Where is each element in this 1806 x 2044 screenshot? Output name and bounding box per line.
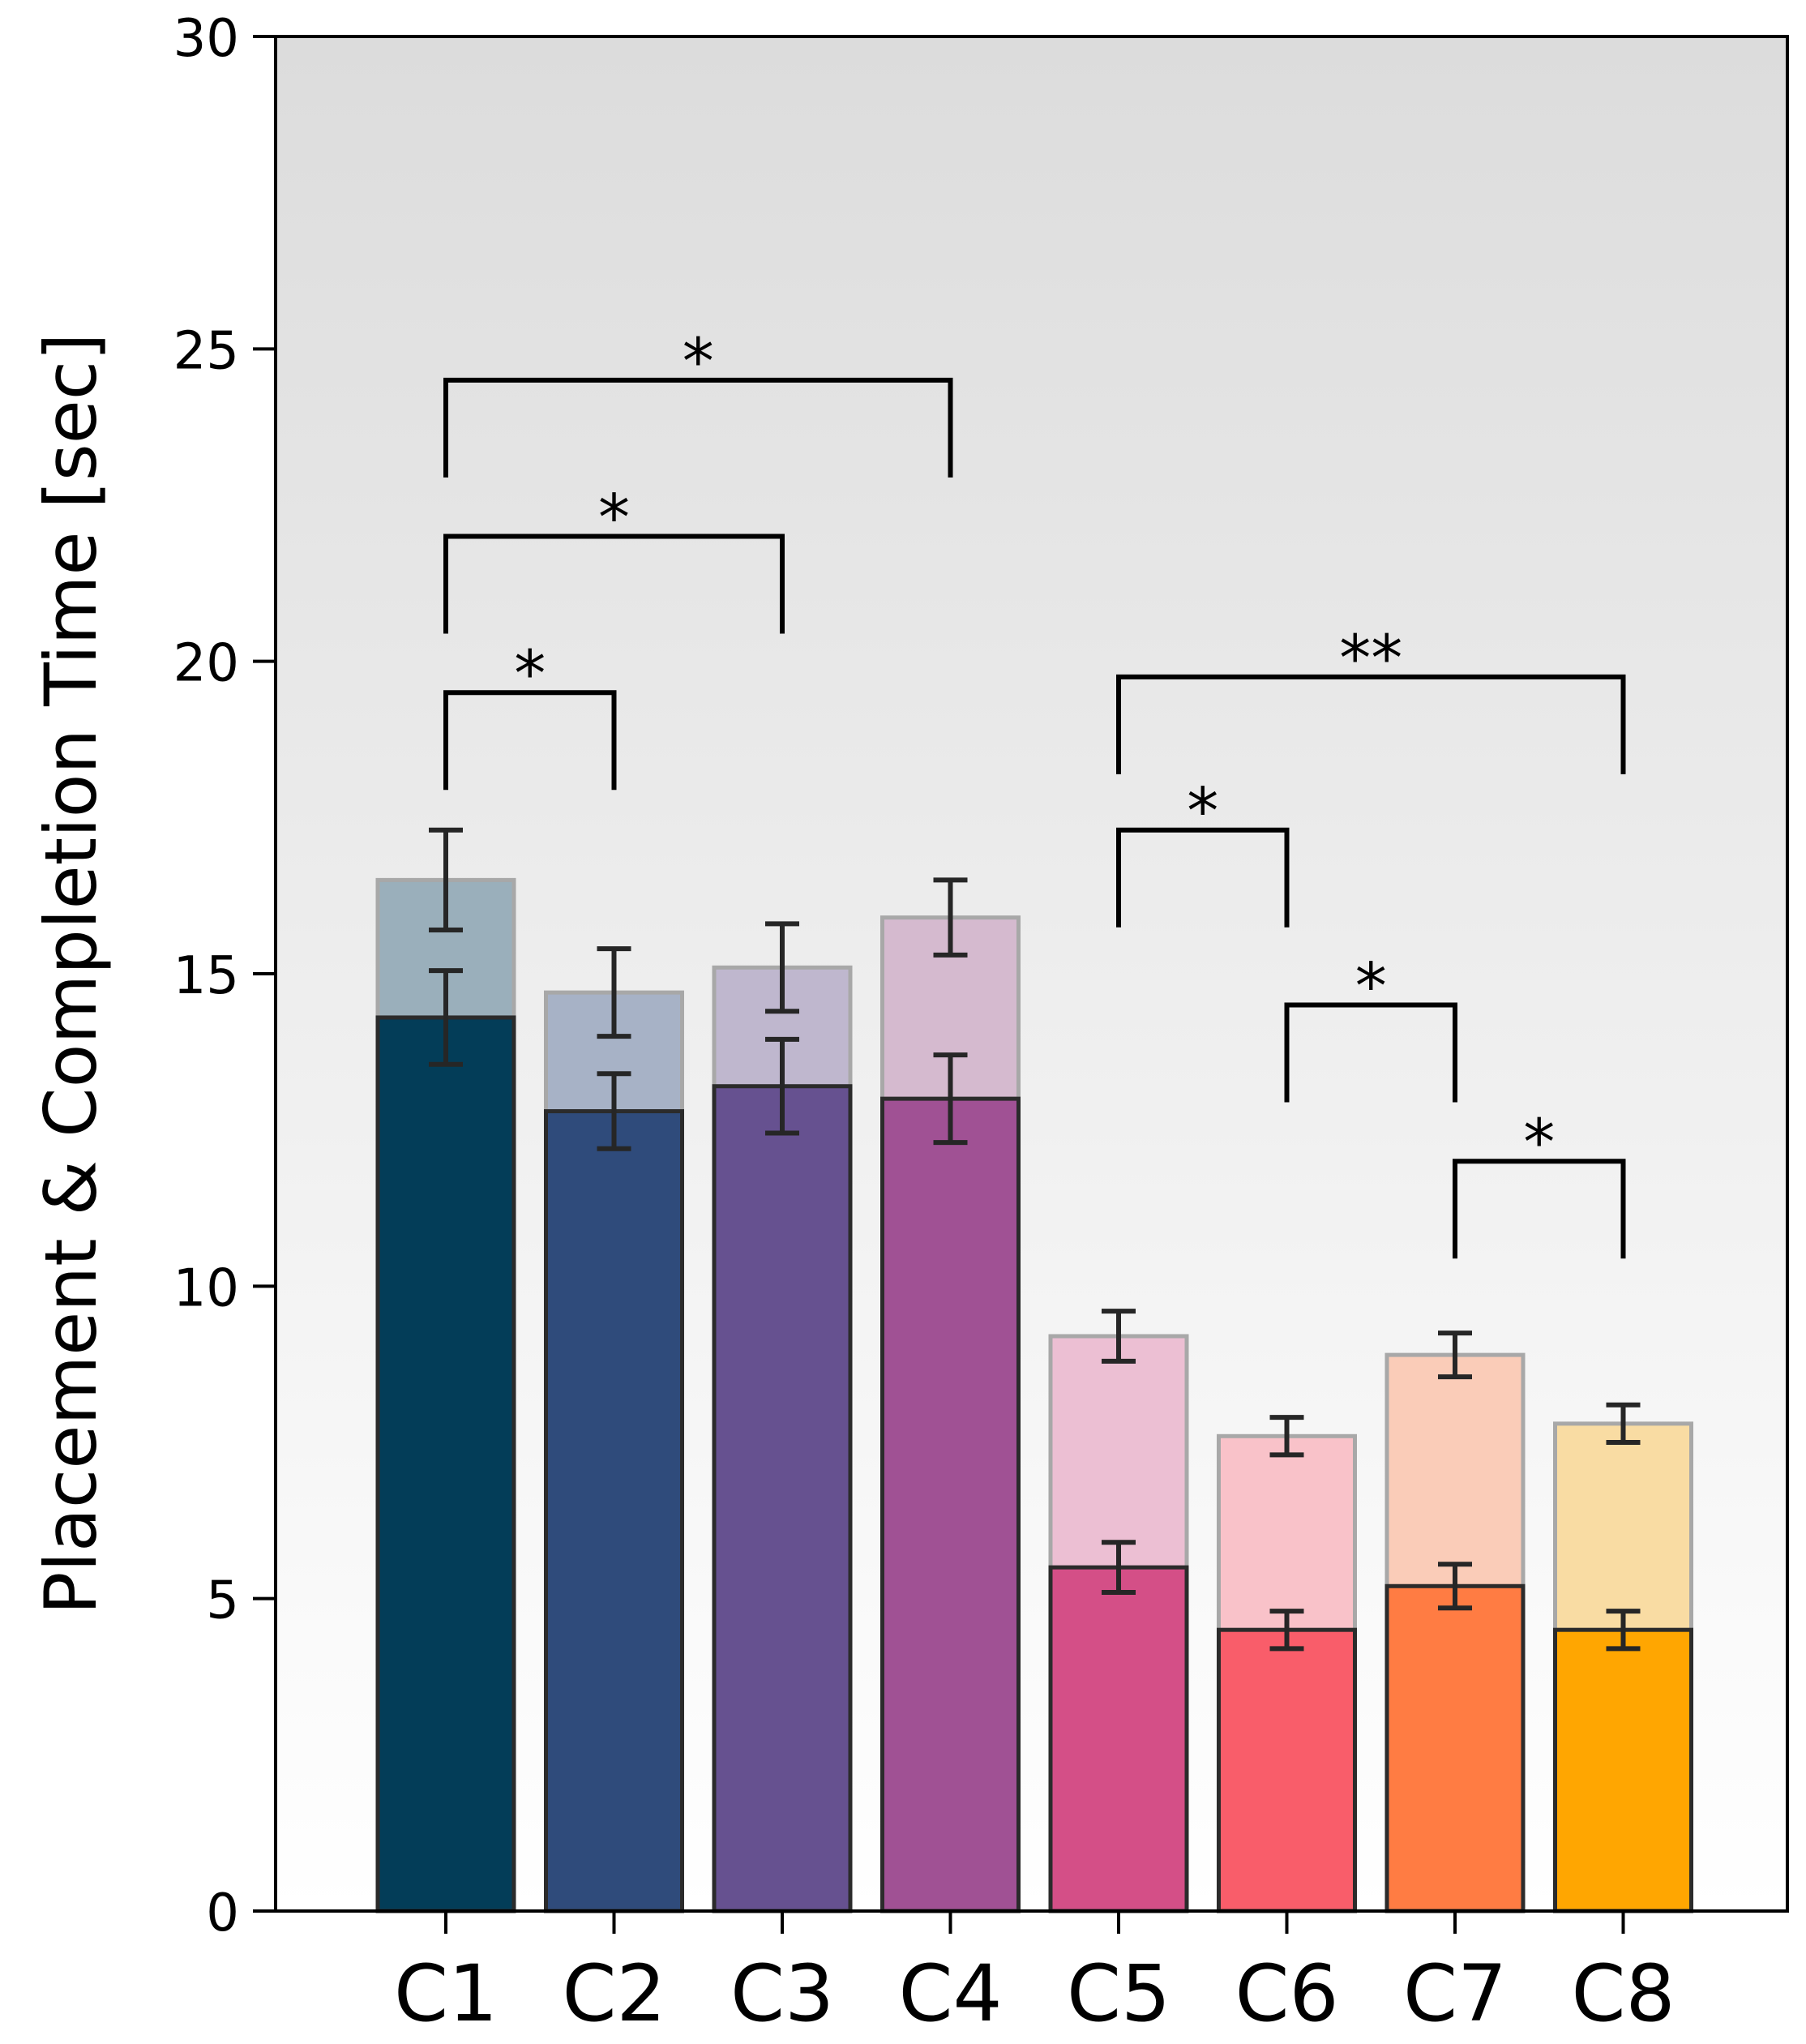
plot-background	[276, 36, 1787, 1911]
y-tick-label-10: 10	[173, 1258, 239, 1318]
significance-c5-c8-label: **	[1339, 623, 1402, 696]
error-bar-placement-c4	[933, 1052, 968, 1146]
significance-c1-c3-bracket	[443, 533, 785, 634]
significance-c5-c8-bracket	[1116, 674, 1626, 774]
error-bar-completion-c2	[597, 946, 631, 1039]
bar-placement-c6	[1217, 1627, 1357, 1913]
x-tick-label-c5: C5	[1067, 1948, 1170, 2039]
error-bars-layer	[429, 827, 1641, 1652]
error-bar-placement-c3	[765, 1036, 799, 1136]
y-tick-label-25: 25	[173, 321, 239, 381]
significance-c1-c4: *	[443, 326, 953, 478]
bar-placement-c8	[1553, 1627, 1693, 1913]
bar-placement-c7	[1384, 1583, 1526, 1913]
error-bar-placement-c2	[597, 1071, 631, 1151]
bar-placement-c1	[375, 1015, 516, 1913]
bar-placement-c4	[880, 1096, 1021, 1913]
significance-c1-c3-label: *	[598, 482, 630, 555]
significance-c1-c2: *	[443, 638, 617, 791]
error-bar-completion-c7	[1438, 1331, 1472, 1380]
significance-brackets-layer: ********	[443, 326, 1626, 1259]
significance-c6-c7-bracket	[1284, 1002, 1457, 1103]
x-tick-label-c2: C2	[562, 1948, 665, 2039]
x-tick-label-c3: C3	[730, 1948, 834, 2039]
significance-c1-c4-label: *	[683, 326, 714, 399]
y-tick-label-5: 5	[206, 1571, 239, 1631]
placement-bars-layer	[375, 1015, 1693, 1913]
y-tick-label-0: 0	[206, 1883, 239, 1943]
bar-placement-c5	[1048, 1565, 1189, 1913]
error-bar-completion-c4	[933, 877, 968, 958]
x-tick-label-c7: C7	[1403, 1948, 1507, 2039]
x-tick-label-c1: C1	[394, 1948, 498, 2039]
bar-placement-c3	[712, 1084, 853, 1913]
significance-c6-c7-label: *	[1355, 951, 1387, 1024]
error-bar-placement-c1	[429, 968, 463, 1067]
y-tick-label-30: 30	[173, 9, 239, 69]
y-axis-label: Placement & Completion Time [sec]	[29, 332, 113, 1614]
error-bar-completion-c1	[429, 827, 463, 933]
significance-c5-c6-label: *	[1187, 776, 1218, 849]
significance-c5-c6-bracket	[1116, 827, 1290, 928]
y-tick-label-20: 20	[173, 634, 239, 694]
error-bar-completion-c3	[765, 921, 799, 1014]
error-bar-placement-c6	[1269, 1609, 1304, 1652]
x-tick-label-c4: C4	[898, 1948, 1002, 2039]
significance-c7-c8-bracket	[1453, 1159, 1626, 1259]
x-tick-label-c8: C8	[1571, 1948, 1675, 2039]
error-bar-completion-c8	[1606, 1402, 1641, 1445]
error-bar-placement-c5	[1102, 1540, 1136, 1595]
bar-placement-c2	[544, 1109, 684, 1913]
error-bar-completion-c6	[1269, 1415, 1304, 1458]
axes-layer: C1 C2 C3 C4 C5 C6 C7 C8 0 5 10 15 20 25 30	[173, 9, 1675, 2039]
error-bar-completion-c5	[1102, 1309, 1136, 1364]
significance-c6-c7: *	[1284, 951, 1457, 1103]
significance-c1-c4-bracket	[443, 377, 953, 478]
significance-c5-c8: **	[1116, 623, 1626, 774]
y-tick-label-15: 15	[173, 946, 239, 1006]
significance-c5-c6: *	[1116, 776, 1290, 928]
significance-c1-c2-label: *	[514, 638, 546, 711]
error-bar-placement-c8	[1606, 1609, 1641, 1652]
significance-c7-c8: *	[1453, 1107, 1626, 1259]
significance-c1-c3: *	[443, 482, 785, 634]
error-bar-placement-c7	[1438, 1562, 1472, 1611]
significance-c1-c2-bracket	[443, 690, 617, 791]
significance-c7-c8-label: *	[1523, 1107, 1555, 1180]
x-tick-label-c6: C6	[1235, 1948, 1338, 2039]
